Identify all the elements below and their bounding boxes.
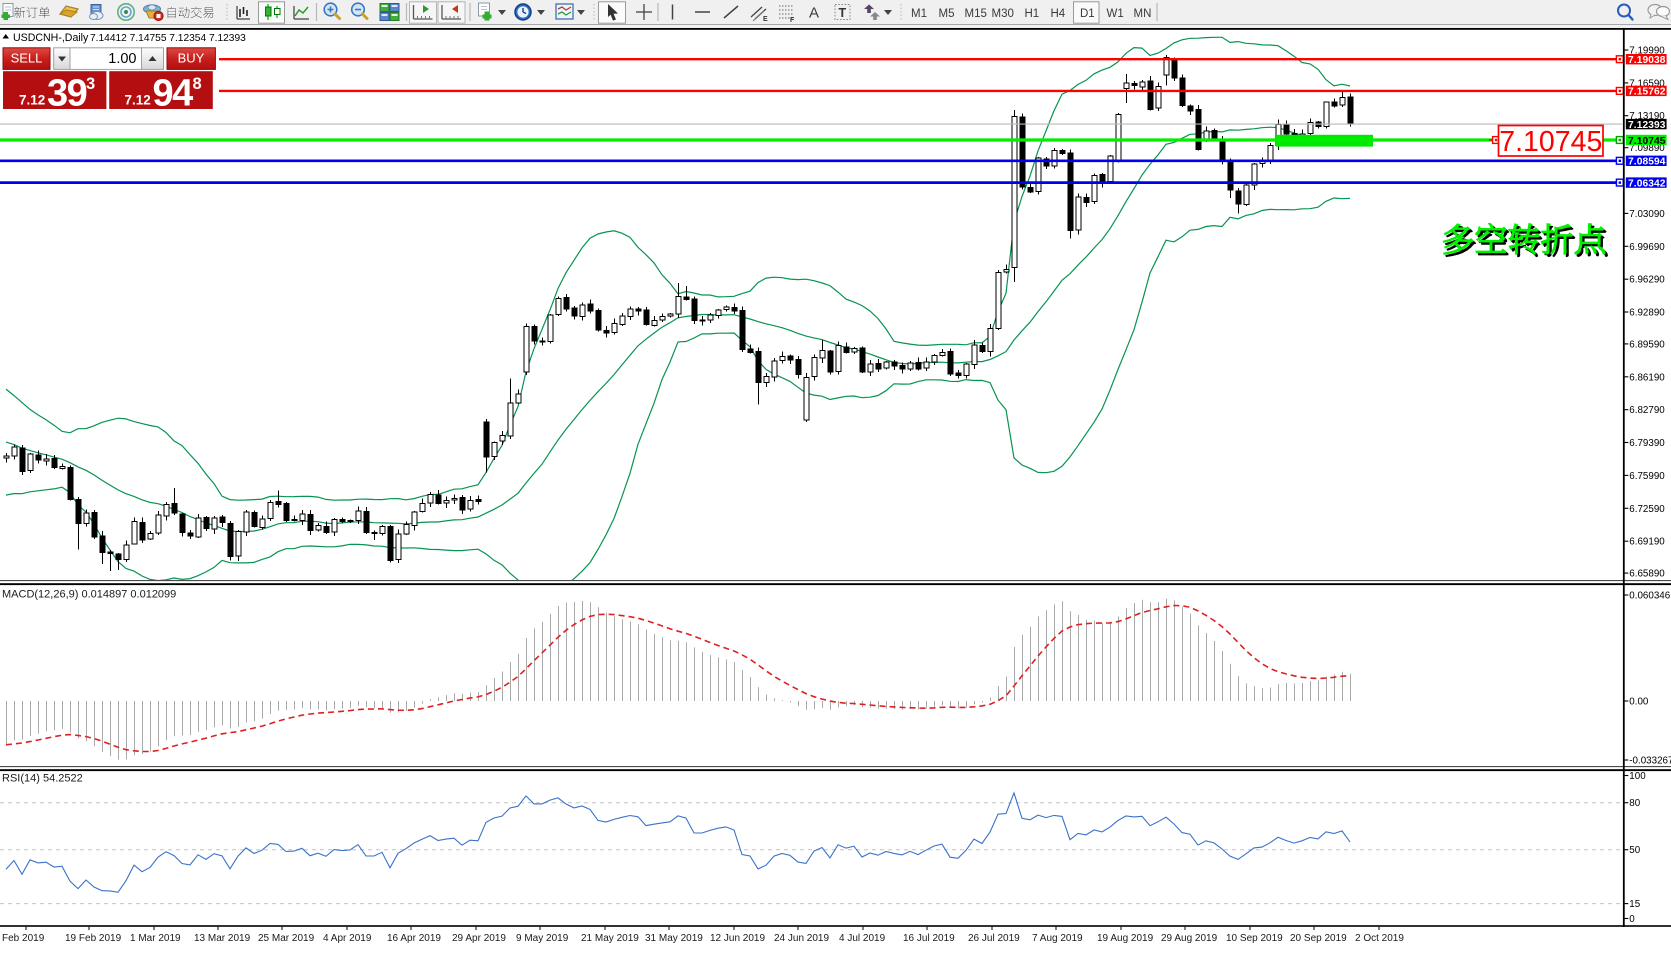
svg-text:M5: M5 — [939, 8, 955, 20]
svg-text:94: 94 — [153, 73, 194, 115]
svg-text:M15: M15 — [965, 8, 987, 20]
svg-text:7.10745: 7.10745 — [1499, 126, 1602, 158]
svg-text:MN: MN — [1134, 8, 1152, 20]
svg-text:21 May 2019: 21 May 2019 — [581, 933, 639, 944]
svg-text:-0.033267: -0.033267 — [1629, 756, 1671, 767]
svg-text:25 Mar 2019: 25 Mar 2019 — [258, 933, 315, 944]
svg-text:6.65890: 6.65890 — [1629, 569, 1665, 580]
svg-text:8: 8 — [193, 75, 202, 93]
svg-text:7 Aug 2019: 7 Aug 2019 — [1032, 933, 1083, 944]
svg-text:0: 0 — [1629, 914, 1635, 925]
svg-text:0.00: 0.00 — [1629, 697, 1649, 708]
svg-text:MACD(12,26,9) 0.014897 0.01209: MACD(12,26,9) 0.014897 0.012099 — [2, 589, 176, 601]
svg-text:F: F — [790, 17, 795, 24]
svg-text:0.060346: 0.060346 — [1629, 591, 1670, 602]
svg-text:W1: W1 — [1107, 8, 1124, 20]
svg-text:6.99690: 6.99690 — [1629, 242, 1665, 253]
svg-text:6.72590: 6.72590 — [1629, 504, 1665, 515]
svg-text:6.92890: 6.92890 — [1629, 308, 1665, 319]
svg-text:4 Jul 2019: 4 Jul 2019 — [839, 933, 886, 944]
svg-text:7.15762: 7.15762 — [1628, 87, 1666, 98]
svg-text:RSI(14) 54.2522: RSI(14) 54.2522 — [2, 773, 83, 785]
svg-text:7.12: 7.12 — [19, 93, 45, 108]
svg-text:H4: H4 — [1051, 8, 1066, 20]
svg-text:31 May 2019: 31 May 2019 — [645, 933, 703, 944]
svg-text:T: T — [839, 6, 847, 20]
svg-text:7.09890: 7.09890 — [1629, 143, 1665, 154]
svg-text:6.89590: 6.89590 — [1629, 339, 1665, 350]
svg-text:12 Jun 2019: 12 Jun 2019 — [710, 933, 765, 944]
svg-text:26 Jul 2019: 26 Jul 2019 — [968, 933, 1020, 944]
svg-text:7.19990: 7.19990 — [1629, 46, 1665, 57]
svg-text:20 Sep 2019: 20 Sep 2019 — [1290, 933, 1347, 944]
svg-text:7.12393: 7.12393 — [1628, 120, 1666, 131]
svg-text:80: 80 — [1629, 798, 1640, 809]
svg-text:M30: M30 — [992, 8, 1014, 20]
svg-text:6.96290: 6.96290 — [1629, 275, 1665, 286]
svg-text:Feb 2019: Feb 2019 — [2, 933, 45, 944]
svg-text:E: E — [763, 16, 768, 23]
svg-text:100: 100 — [1629, 771, 1646, 782]
svg-text:6.86190: 6.86190 — [1629, 372, 1665, 383]
svg-text:BUY: BUY — [178, 51, 205, 66]
svg-text:7.06342: 7.06342 — [1628, 178, 1666, 189]
svg-text:16 Jul 2019: 16 Jul 2019 — [903, 933, 955, 944]
svg-text:7.14412 7.14755 7.12354 7.1239: 7.14412 7.14755 7.12354 7.12393 — [90, 33, 246, 44]
svg-text:6.69190: 6.69190 — [1629, 537, 1665, 548]
svg-text:6.82790: 6.82790 — [1629, 405, 1665, 416]
svg-text:50: 50 — [1629, 845, 1640, 856]
svg-text:SELL: SELL — [11, 51, 43, 66]
svg-text:7.08594: 7.08594 — [1628, 157, 1666, 168]
svg-text:D1: D1 — [1080, 8, 1095, 20]
svg-text:16 Apr 2019: 16 Apr 2019 — [387, 933, 441, 944]
svg-text:29 Aug 2019: 29 Aug 2019 — [1161, 933, 1218, 944]
svg-text:M1: M1 — [911, 8, 927, 20]
svg-text:1 Mar 2019: 1 Mar 2019 — [130, 933, 181, 944]
svg-text:4 Apr 2019: 4 Apr 2019 — [323, 933, 372, 944]
svg-text:1.00: 1.00 — [108, 51, 136, 67]
svg-text:24 Jun 2019: 24 Jun 2019 — [774, 933, 829, 944]
svg-text:13 Mar 2019: 13 Mar 2019 — [194, 933, 251, 944]
svg-text:7.12: 7.12 — [125, 93, 151, 108]
svg-text:7.19038: 7.19038 — [1628, 55, 1666, 66]
svg-text:29 Apr 2019: 29 Apr 2019 — [452, 933, 506, 944]
svg-text:2 Oct 2019: 2 Oct 2019 — [1355, 933, 1404, 944]
svg-text:6.79390: 6.79390 — [1629, 438, 1665, 449]
svg-text:7.16590: 7.16590 — [1629, 78, 1665, 89]
svg-text:3: 3 — [86, 75, 95, 93]
svg-text:19 Feb 2019: 19 Feb 2019 — [65, 933, 122, 944]
svg-text:A: A — [809, 5, 819, 22]
svg-text:39: 39 — [47, 73, 87, 115]
svg-text:9 May 2019: 9 May 2019 — [516, 933, 569, 944]
svg-text:7.13190: 7.13190 — [1629, 111, 1665, 122]
svg-text:6.75990: 6.75990 — [1629, 471, 1665, 482]
svg-text:15: 15 — [1629, 899, 1640, 910]
svg-text:19 Aug 2019: 19 Aug 2019 — [1097, 933, 1154, 944]
svg-text:10 Sep 2019: 10 Sep 2019 — [1226, 933, 1283, 944]
svg-text:USDCNH-,Daily: USDCNH-,Daily — [13, 32, 89, 44]
svg-text:7.03090: 7.03090 — [1629, 209, 1665, 220]
svg-text:H1: H1 — [1025, 8, 1040, 20]
svg-text:7.10745: 7.10745 — [1628, 136, 1666, 147]
